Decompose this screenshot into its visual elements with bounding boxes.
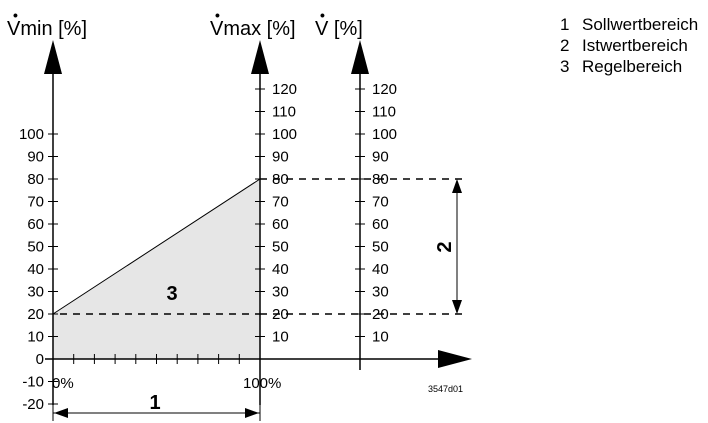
legend-item: 1 Sollwertbereich (560, 14, 698, 35)
vmax-tick-label: 70 (272, 194, 289, 211)
vmin-tick-label: 100 (19, 126, 44, 143)
actual-range-arrowhead-bottom (452, 300, 462, 314)
vmin-tick-label: 80 (27, 171, 44, 188)
vmax-tick-label: 100 (272, 126, 297, 143)
v-axis-arrow (351, 40, 369, 74)
vmin-tick-label: 90 (27, 149, 44, 166)
setpoint-range-arrowhead-left (54, 408, 68, 418)
legend-item: 2 Istwertbereich (560, 35, 698, 56)
v-axis-dot: • (320, 7, 325, 23)
v-tick-label: 80 (372, 171, 389, 188)
v-tick-label: 100 (372, 126, 397, 143)
actual-range-arrowhead-top (452, 179, 462, 193)
legend-item: 3 Regelbereich (560, 56, 698, 77)
vmax-tick-label: 40 (272, 261, 289, 278)
vmax-tick-label: 90 (272, 149, 289, 166)
vmax-tick-label: 60 (272, 216, 289, 233)
v-tick-label: 40 (372, 261, 389, 278)
legend-text: Regelbereich (582, 57, 683, 76)
figure-code: 3547d01 (428, 384, 463, 394)
legend-text: Sollwertbereich (582, 15, 699, 34)
legend: 1 Sollwertbereich 2 Istwertbereich 3 Reg… (560, 14, 698, 77)
vmax-tick-label: 20 (272, 306, 289, 323)
vmax-axis-arrow (251, 40, 269, 74)
legend-number: 3 (560, 57, 570, 76)
vmin-axis-arrow (44, 40, 62, 74)
setpoint-range-label: 1 (149, 392, 160, 414)
legend-number: 1 (560, 15, 570, 34)
x-start-label: 0% (52, 375, 74, 392)
v-axis-title: V [%] (315, 18, 363, 40)
vmin-tick-label: 60 (27, 216, 44, 233)
vmax-tick-label: 120 (272, 81, 297, 98)
vmin-tick-label: 50 (27, 239, 44, 256)
control-range-label: 3 (166, 283, 177, 305)
vmin-tick-label: 10 (27, 329, 44, 346)
vmin-tick-label: 70 (27, 194, 44, 211)
x-end-label: 100% (243, 375, 281, 392)
vmax-tick-label: 10 (272, 329, 289, 346)
x-axis-arrow (438, 350, 472, 368)
vmin-axis-title: Vmin [%] (7, 18, 87, 40)
v-tick-label: 50 (372, 239, 389, 256)
v-tick-label: 30 (372, 284, 389, 301)
control-range-area (52, 178, 261, 360)
setpoint-range-arrowhead-right (245, 408, 259, 418)
vmax-tick-label: 110 (272, 104, 296, 121)
vmax-tick-label: 80 (272, 171, 289, 188)
vmin-axis-dot: • (13, 7, 18, 23)
v-tick-label: 70 (372, 194, 389, 211)
vmin-tick-label: 30 (27, 284, 44, 301)
v-tick-label: 90 (372, 149, 389, 166)
vmax-axis-dot: • (215, 7, 220, 23)
vmin-tick-label: -10 (22, 374, 44, 391)
vmax-tick-label: 30 (272, 284, 289, 301)
vmin-tick-label: -20 (22, 396, 44, 413)
vmax-axis-title: Vmax [%] (210, 18, 296, 40)
legend-number: 2 (560, 36, 570, 55)
vmin-tick-label: 0 (36, 351, 44, 368)
v-tick-label: 60 (372, 216, 389, 233)
legend-text: Istwertbereich (582, 36, 688, 55)
v-tick-label: 110 (372, 104, 396, 121)
vmax-tick-label: 50 (272, 239, 289, 256)
v-tick-label: 120 (372, 81, 397, 98)
vmin-tick-label: 40 (27, 261, 44, 278)
vmin-tick-label: 20 (27, 306, 44, 323)
actual-range-label: 2 (434, 241, 456, 252)
v-tick-label: 10 (372, 329, 389, 346)
v-tick-label: 20 (372, 306, 389, 323)
